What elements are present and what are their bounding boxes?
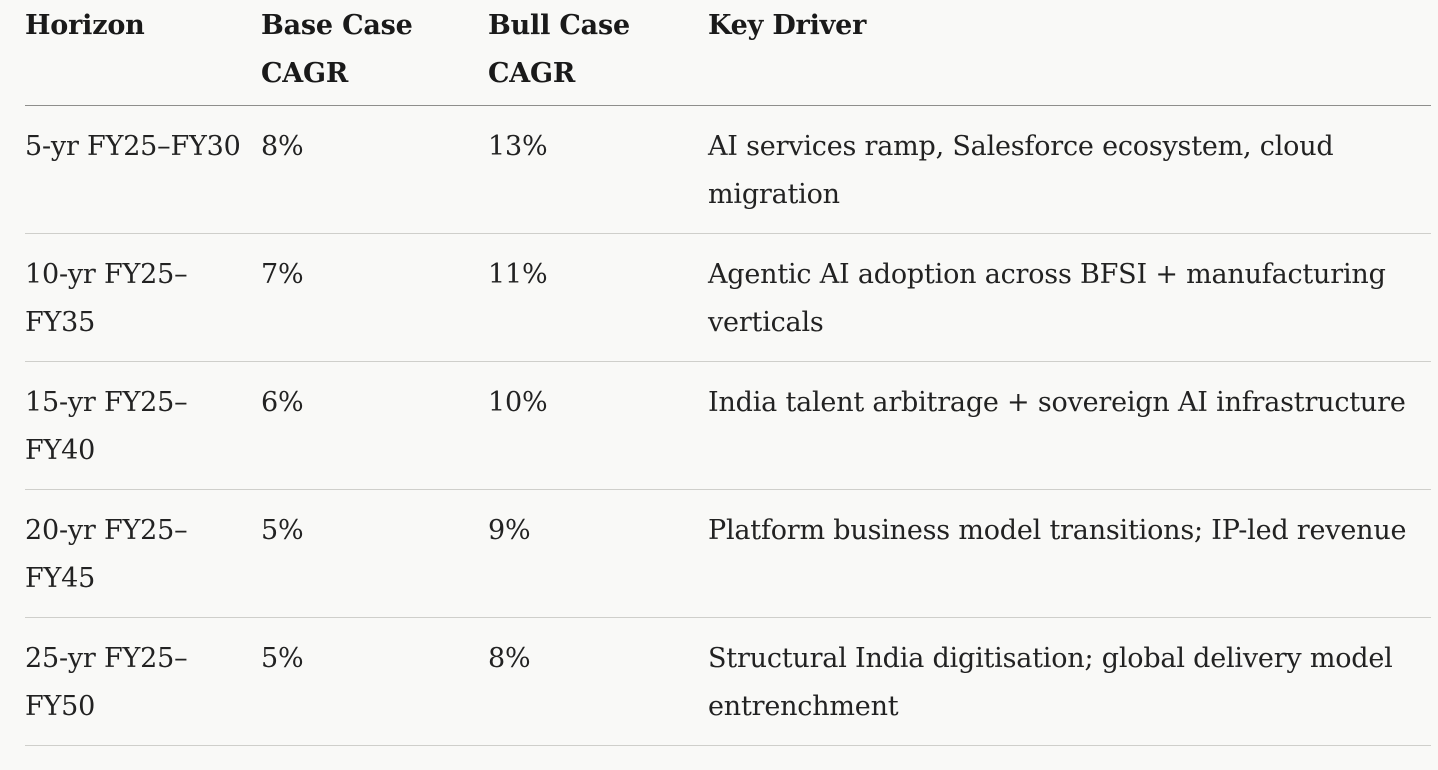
header-base-case-cagr: Base Case CAGR [261, 0, 488, 106]
table-row: 10-yr FY25–FY35 7% 11% Agentic AI adopti… [25, 233, 1431, 362]
cell-bull-case: 10% [488, 361, 708, 490]
table-row: 25-yr FY25–FY50 5% 8% Structural India d… [25, 617, 1431, 746]
table-header: Horizon Base Case CAGR Bull Case CAGR Ke… [25, 0, 1431, 106]
cell-bull-case: 13% [488, 105, 708, 234]
header-horizon: Horizon [25, 0, 261, 106]
cell-key-driver: Structural India digitisation; global de… [708, 617, 1431, 746]
cell-base-case: 6% [261, 361, 488, 490]
cell-horizon: 10-yr FY25–FY35 [25, 233, 261, 362]
cell-base-case: 5% [261, 617, 488, 746]
cell-base-case: 8% [261, 105, 488, 234]
cell-base-case: 5% [261, 489, 488, 618]
header-key-driver: Key Driver [708, 0, 1431, 106]
cell-key-driver: Platform business model transitions; IP-… [708, 489, 1431, 618]
table-row: 20-yr FY25–FY45 5% 9% Platform business … [25, 489, 1431, 618]
table-body: 5-yr FY25–FY30 8% 13% AI services ramp, … [25, 105, 1431, 746]
cell-bull-case: 9% [488, 489, 708, 618]
cell-key-driver: India talent arbitrage + sovereign AI in… [708, 361, 1431, 490]
cell-horizon: 25-yr FY25–FY50 [25, 617, 261, 746]
cell-horizon: 5-yr FY25–FY30 [25, 105, 261, 234]
header-bull-case-cagr: Bull Case CAGR [488, 0, 708, 106]
table-row: 15-yr FY25–FY40 6% 10% India talent arbi… [25, 361, 1431, 490]
table-row: 5-yr FY25–FY30 8% 13% AI services ramp, … [25, 105, 1431, 234]
cagr-table: Horizon Base Case CAGR Bull Case CAGR Ke… [25, 0, 1431, 746]
cell-bull-case: 11% [488, 233, 708, 362]
cell-horizon: 15-yr FY25–FY40 [25, 361, 261, 490]
cell-base-case: 7% [261, 233, 488, 362]
header-row: Horizon Base Case CAGR Bull Case CAGR Ke… [25, 0, 1431, 106]
cell-bull-case: 8% [488, 617, 708, 746]
cell-key-driver: AI services ramp, Salesforce ecosystem, … [708, 105, 1431, 234]
cell-key-driver: Agentic AI adoption across BFSI + manufa… [708, 233, 1431, 362]
cell-horizon: 20-yr FY25–FY45 [25, 489, 261, 618]
